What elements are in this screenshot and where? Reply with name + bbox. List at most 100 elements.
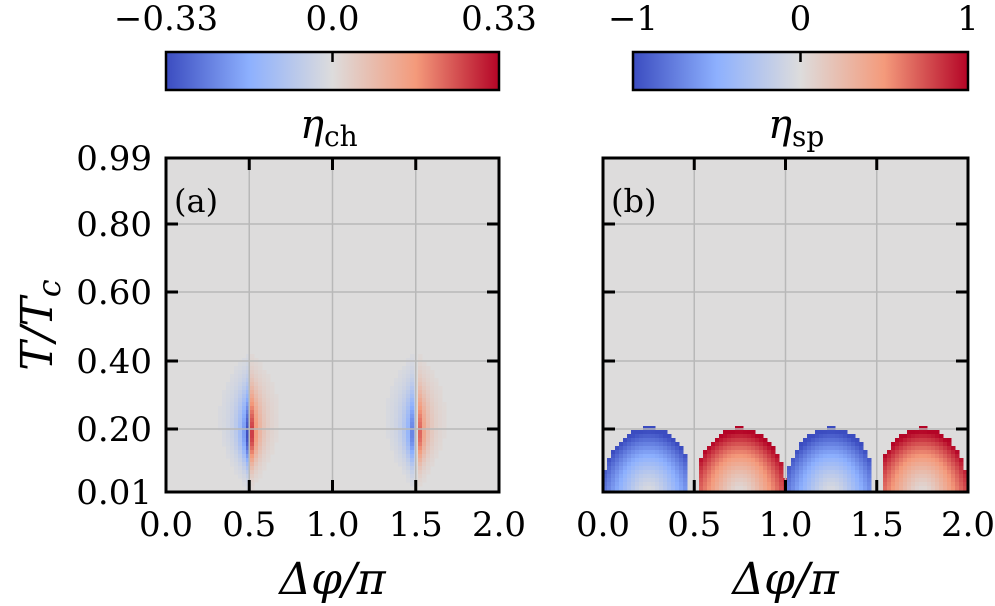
heatmap-cell xyxy=(943,442,948,447)
heatmap-cell xyxy=(410,470,415,475)
heatmap-cell xyxy=(803,442,808,447)
heatmap-cell xyxy=(246,386,251,391)
heatmap-cell xyxy=(931,442,936,447)
heatmap-cell xyxy=(951,454,956,459)
heatmap-cell xyxy=(250,466,255,471)
heatmap-cell xyxy=(743,442,748,447)
heatmap-cell xyxy=(394,430,399,435)
heatmap-cell xyxy=(919,450,924,455)
heatmap-cell xyxy=(767,446,772,451)
heatmap-cell xyxy=(406,446,411,451)
heatmap-cell xyxy=(230,398,235,403)
heatmap-cell xyxy=(759,486,764,491)
heatmap-cell xyxy=(739,462,744,467)
heatmap-cell xyxy=(747,474,752,479)
heatmap-cell xyxy=(775,458,780,463)
heatmap-cell xyxy=(266,442,271,447)
heatmap-cell xyxy=(631,466,636,471)
heatmap-cell xyxy=(727,482,732,487)
heatmap-cell xyxy=(791,482,796,487)
heatmap-cell xyxy=(406,430,411,435)
heatmap-cell xyxy=(803,446,808,451)
heatmap-cell xyxy=(923,462,928,467)
heatmap-cell xyxy=(226,394,231,399)
heatmap-cell xyxy=(258,374,263,379)
heatmap-cell xyxy=(390,402,395,407)
heatmap-cell xyxy=(915,454,920,459)
heatmap-cell xyxy=(823,446,828,451)
heatmap-cell xyxy=(815,450,820,455)
heatmap-cell xyxy=(402,462,407,467)
heatmap-cell xyxy=(418,390,423,395)
heatmap-cell xyxy=(675,474,680,479)
heatmap-cell xyxy=(823,478,828,483)
heatmap-cell xyxy=(943,474,948,479)
heatmap-cell xyxy=(254,386,259,391)
heatmap-cell xyxy=(442,406,447,411)
heatmap-cell xyxy=(907,478,912,483)
heatmap-cell xyxy=(635,450,640,455)
heatmap-cell xyxy=(931,482,936,487)
heatmap-cell xyxy=(791,478,796,483)
heatmap-cell xyxy=(899,470,904,475)
heatmap-cell xyxy=(811,482,816,487)
heatmap-cell xyxy=(627,454,632,459)
heatmap-cell xyxy=(402,414,407,419)
heatmap-cell xyxy=(234,390,239,395)
heatmap-cell xyxy=(603,474,608,479)
heatmap-cell xyxy=(807,486,812,491)
heatmap-cell xyxy=(410,466,415,471)
heatmap-cell xyxy=(951,474,956,479)
heatmap-cell xyxy=(719,482,724,487)
heatmap-cell xyxy=(927,486,932,491)
heatmap-cell xyxy=(250,402,255,407)
heatmap-cell xyxy=(831,482,836,487)
heatmap-cell xyxy=(735,462,740,467)
heatmap-cell xyxy=(707,474,712,479)
heatmap-cell xyxy=(659,454,664,459)
heatmap-cell xyxy=(266,374,271,379)
heatmap-cell xyxy=(935,458,940,463)
heatmap-cell xyxy=(418,354,423,359)
heatmap-cell xyxy=(438,434,443,439)
heatmap-cell xyxy=(659,478,664,483)
heatmap-cell xyxy=(751,474,756,479)
heatmap-cell xyxy=(238,394,243,399)
heatmap-cell xyxy=(242,386,247,391)
heatmap-cell xyxy=(422,478,427,483)
heatmap-cell xyxy=(723,454,728,459)
heatmap-cell xyxy=(250,390,255,395)
heatmap-cell xyxy=(711,442,716,447)
heatmap-cell xyxy=(843,438,848,443)
heatmap-cell xyxy=(246,370,251,375)
heatmap-cell xyxy=(262,430,267,435)
heatmap-cell xyxy=(815,438,820,443)
heatmap-cell xyxy=(230,454,235,459)
heatmap-cell xyxy=(426,434,431,439)
heatmap-cell xyxy=(707,486,712,491)
heatmap-cell xyxy=(250,414,255,419)
heatmap-cell xyxy=(238,466,243,471)
heatmap-cell xyxy=(739,450,744,455)
heatmap-cell xyxy=(615,458,620,463)
heatmap-cell xyxy=(731,438,736,443)
heatmap-cell xyxy=(715,478,720,483)
heatmap-cell xyxy=(755,478,760,483)
heatmap-cell xyxy=(651,438,656,443)
heatmap-cell xyxy=(238,390,243,395)
heatmap-cell xyxy=(242,418,247,423)
heatmap-cell xyxy=(731,462,736,467)
x-axis-label-b: Δφ/π xyxy=(730,554,839,605)
heatmap-cell xyxy=(254,398,259,403)
heatmap-cell xyxy=(266,394,271,399)
heatmap-cell xyxy=(751,486,756,491)
heatmap-cell xyxy=(394,390,399,395)
heatmap-cell xyxy=(935,438,940,443)
heatmap-cell xyxy=(402,390,407,395)
heatmap-cell xyxy=(631,486,636,491)
heatmap-cell xyxy=(631,438,636,443)
heatmap-cell xyxy=(230,410,235,415)
heatmap-cell xyxy=(627,478,632,483)
heatmap-cell xyxy=(671,450,676,455)
heatmap-cell xyxy=(727,446,732,451)
